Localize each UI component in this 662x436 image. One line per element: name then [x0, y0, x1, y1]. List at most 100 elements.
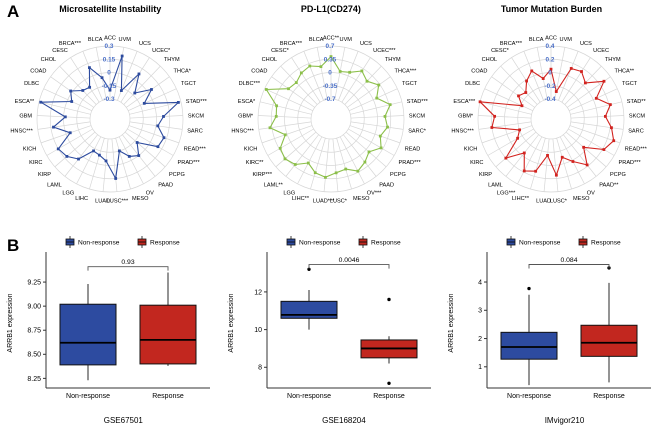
- svg-text:SKCM: SKCM: [629, 113, 646, 119]
- svg-text:10: 10: [254, 327, 262, 334]
- svg-text:BRCA***: BRCA***: [59, 41, 82, 47]
- svg-text:STAD***: STAD***: [186, 99, 208, 105]
- svg-text:UCEC: UCEC: [594, 48, 610, 54]
- svg-text:12: 12: [254, 289, 262, 296]
- svg-text:-0.2: -0.2: [545, 83, 556, 90]
- svg-text:LUSC*: LUSC*: [550, 199, 568, 205]
- svg-text:KICH: KICH: [23, 147, 36, 153]
- svg-text:4: 4: [479, 279, 483, 286]
- svg-text:SARC: SARC: [188, 128, 204, 134]
- svg-text:LIHC**: LIHC**: [292, 196, 310, 202]
- svg-text:BLCA: BLCA: [529, 37, 544, 43]
- svg-text:KICH: KICH: [464, 147, 477, 153]
- svg-text:CESC*: CESC*: [492, 48, 511, 54]
- svg-text:BLCA: BLCA: [309, 37, 324, 43]
- svg-text:READ***: READ***: [625, 147, 648, 153]
- svg-text:STAD**: STAD**: [627, 99, 647, 105]
- svg-text:Non-response: Non-response: [287, 393, 331, 400]
- box-svg-gse67501: Non-response Response 8.25 8.50 8.75 9.00 9.25…: [7, 236, 211, 400]
- svg-text:MESO: MESO: [353, 196, 370, 202]
- svg-text:GBM*: GBM*: [238, 113, 254, 119]
- svg-text:2: 2: [479, 336, 483, 343]
- svg-text:Response: Response: [594, 393, 626, 400]
- svg-text:Response: Response: [371, 240, 401, 247]
- svg-text:BLCA: BLCA: [88, 37, 103, 43]
- svg-text:ESCA*: ESCA*: [238, 99, 256, 105]
- svg-text:SKCM: SKCM: [409, 113, 426, 119]
- svg-text:THCA***: THCA***: [394, 68, 417, 74]
- svg-text:UVM: UVM: [339, 37, 352, 43]
- svg-text:UCEC*: UCEC*: [152, 48, 171, 54]
- radar-charts-row: Microsatellite Instability 0.3 0.15 0 -0.15…: [11, 0, 662, 232]
- svg-text:BRCA***: BRCA***: [280, 41, 303, 47]
- svg-text:HNSC***: HNSC***: [231, 128, 254, 134]
- svg-text:BRCA***: BRCA***: [500, 41, 523, 47]
- svg-text:TGCT: TGCT: [622, 81, 638, 87]
- svg-text:9.25: 9.25: [28, 279, 42, 286]
- svg-text:Non-response: Non-response: [66, 393, 110, 400]
- svg-text:KIRP: KIRP: [479, 172, 492, 178]
- box-plot-imvigor210: Non-response Response 1 2 3 4 ARRB1 expression…: [441, 232, 662, 436]
- svg-text:TGCT: TGCT: [181, 81, 197, 87]
- svg-text:0.35: 0.35: [324, 56, 337, 63]
- svg-text:MESO: MESO: [573, 196, 590, 202]
- svg-text:Non-response: Non-response: [78, 240, 120, 247]
- svg-text:LGG: LGG: [63, 190, 75, 196]
- svg-text:PAAD**: PAAD**: [600, 182, 620, 188]
- svg-text:LAML: LAML: [489, 182, 504, 188]
- box-plot-gse67501: Non-response Response 8.25 8.50 8.75 9.00 9.25…: [0, 232, 221, 436]
- svg-text:0.7: 0.7: [325, 43, 334, 50]
- svg-text:LUAD: LUAD: [537, 199, 552, 205]
- svg-text:LUAD: LUAD: [95, 199, 110, 205]
- svg-text:ARRB1 expression: ARRB1 expression: [7, 293, 14, 352]
- svg-text:UCEC***: UCEC***: [373, 48, 396, 54]
- svg-text:THCA**: THCA**: [615, 68, 635, 74]
- svg-text:0: 0: [328, 70, 332, 77]
- svg-text:Non-response: Non-response: [519, 240, 561, 247]
- svg-text:MESO: MESO: [132, 196, 149, 202]
- svg-text:PCPG: PCPG: [390, 172, 406, 178]
- svg-text:0: 0: [549, 70, 553, 77]
- svg-text:CESC: CESC: [53, 48, 69, 54]
- radar-title-msi: Microsatellite Instability: [59, 4, 162, 14]
- svg-text:Response: Response: [150, 240, 180, 247]
- dataset-label-imvigor210: IMvigor210: [544, 416, 585, 425]
- svg-text:-0.4: -0.4: [545, 96, 556, 103]
- radar-title-tmb: Tumor Mutation Burden: [500, 4, 603, 14]
- svg-text:0.3: 0.3: [105, 43, 114, 50]
- svg-text:COAD: COAD: [472, 68, 488, 74]
- svg-text:0.93: 0.93: [122, 259, 135, 266]
- svg-text:KIRP: KIRP: [38, 172, 51, 178]
- svg-text:LUSC***: LUSC***: [107, 199, 129, 205]
- svg-text:8.25: 8.25: [28, 376, 42, 383]
- svg-text:HNSC***: HNSC***: [11, 128, 34, 134]
- radar-chart-tmb: Tumor Mutation Burden 0.4 0.2 0 -0.2 -0.4 ACC…: [441, 0, 662, 232]
- svg-text:Non-response: Non-response: [508, 393, 552, 400]
- svg-text:0.084: 0.084: [561, 257, 578, 264]
- svg-text:COAD: COAD: [31, 68, 47, 74]
- svg-text:OV: OV: [146, 190, 154, 196]
- svg-text:UVM: UVM: [560, 37, 573, 43]
- svg-text:TGCT: TGCT: [402, 81, 418, 87]
- panel-a-label: A: [7, 2, 20, 21]
- svg-text:LGG: LGG: [283, 190, 295, 196]
- svg-text:CHOL: CHOL: [482, 57, 498, 63]
- svg-text:STAD***: STAD***: [407, 99, 429, 105]
- svg-text:Response: Response: [373, 393, 405, 400]
- svg-text:LAML: LAML: [47, 182, 62, 188]
- svg-text:ACC: ACC: [104, 36, 116, 42]
- svg-text:LIHC: LIHC: [76, 196, 89, 202]
- svg-text:PCPG: PCPG: [610, 172, 626, 178]
- svg-text:ESCA***: ESCA***: [454, 99, 477, 105]
- svg-text:THYM: THYM: [164, 57, 180, 63]
- svg-text:READ: READ: [405, 147, 421, 153]
- svg-text:ARRB1 expression: ARRB1 expression: [448, 293, 455, 352]
- svg-text:0.15: 0.15: [103, 56, 116, 63]
- svg-text:PRAD***: PRAD***: [619, 160, 642, 166]
- dataset-label-gse67501: GSE67501: [103, 416, 143, 425]
- svg-text:OV***: OV***: [367, 190, 382, 196]
- svg-text:SARC: SARC: [629, 128, 645, 134]
- svg-text:KICH: KICH: [244, 147, 257, 153]
